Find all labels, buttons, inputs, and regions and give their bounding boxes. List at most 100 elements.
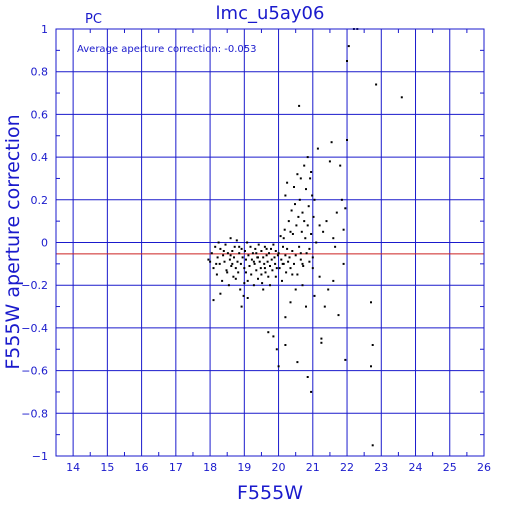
data-point [330, 141, 333, 144]
data-point [255, 269, 258, 272]
data-point [332, 237, 335, 240]
data-point [246, 241, 249, 244]
x-tick-labels: 14 15 16 17 18 19 20 21 22 23 24 25 26 [66, 461, 491, 474]
data-point [289, 267, 292, 270]
data-point [269, 265, 271, 267]
data-point [262, 256, 265, 259]
data-point [234, 267, 237, 270]
data-point [225, 269, 228, 272]
data-point [299, 258, 302, 261]
data-point [284, 316, 287, 319]
data-point [291, 250, 294, 252]
y-tick-label: −0.6 [21, 365, 48, 378]
data-point [268, 252, 270, 255]
data-point [260, 250, 263, 252]
data-point [212, 267, 215, 270]
data-point [296, 273, 299, 276]
data-point [284, 254, 287, 257]
data-point [228, 258, 231, 261]
data-point [238, 245, 241, 248]
data-point [296, 173, 299, 176]
data-point [219, 292, 222, 295]
data-point [222, 250, 225, 252]
data-point [301, 211, 304, 214]
data-point [305, 305, 307, 308]
data-point [267, 331, 270, 334]
data-point [289, 301, 292, 304]
data-point [346, 139, 348, 141]
data-point [250, 258, 253, 261]
data-point [229, 254, 232, 257]
data-point [301, 284, 304, 287]
x-tick-label: 16 [135, 461, 149, 474]
data-point [320, 337, 323, 340]
data-point [279, 235, 282, 238]
data-point [312, 215, 315, 218]
data-point [233, 256, 235, 259]
x-tick-label: 21 [306, 461, 320, 474]
data-point [309, 177, 312, 180]
data-point [224, 243, 227, 246]
data-point [342, 262, 345, 265]
data-point [245, 271, 247, 274]
data-point [222, 254, 225, 257]
data-point [325, 220, 328, 223]
data-point [281, 279, 283, 282]
data-point [240, 305, 243, 308]
y-tick-label: −1 [32, 450, 48, 463]
y-tick-label: 0.2 [31, 194, 49, 207]
data-point [209, 260, 212, 263]
x-tick-label: 17 [169, 461, 183, 474]
data-point [342, 228, 345, 231]
data-point [293, 186, 295, 188]
data-point [267, 275, 270, 278]
data-point [257, 277, 259, 280]
x-tick-label: 15 [100, 461, 114, 474]
data-point [231, 262, 234, 265]
data-point [286, 247, 289, 250]
data-point [270, 247, 272, 250]
data-point [227, 284, 230, 287]
data-point [311, 256, 314, 259]
data-point [236, 260, 239, 263]
data-point [318, 275, 321, 278]
x-tick-label: 18 [203, 461, 217, 474]
data-point [285, 271, 288, 274]
data-point [311, 267, 314, 270]
data-point [340, 198, 343, 201]
data-point [311, 194, 314, 197]
data-point [248, 265, 251, 267]
data-point [294, 288, 297, 291]
y-tick-label: 0.6 [31, 108, 49, 121]
data-point [313, 198, 316, 201]
data-point [218, 262, 221, 265]
data-point [252, 284, 255, 287]
data-point [230, 265, 233, 267]
data-point [247, 254, 250, 257]
data-point [242, 294, 245, 297]
data-point [318, 224, 321, 227]
data-point [234, 277, 237, 280]
data-point [305, 252, 308, 255]
data-point [400, 96, 403, 99]
y-tick-label: 1 [41, 23, 48, 36]
data-point [308, 247, 311, 250]
data-point [295, 224, 298, 227]
data-point [291, 273, 294, 276]
data-point [310, 390, 313, 393]
data-point [261, 282, 264, 285]
data-point [214, 245, 217, 248]
data-point [288, 256, 291, 259]
data-point [298, 198, 301, 201]
data-point [257, 243, 260, 246]
data-point [238, 252, 241, 255]
data-point [293, 262, 295, 265]
data-point [215, 262, 218, 265]
y-tick-label: −0.8 [21, 407, 48, 420]
data-point [346, 60, 348, 62]
data-point [257, 256, 259, 259]
data-point [265, 254, 268, 257]
data-point [284, 194, 287, 197]
data-point [304, 237, 307, 240]
data-point [290, 209, 293, 212]
